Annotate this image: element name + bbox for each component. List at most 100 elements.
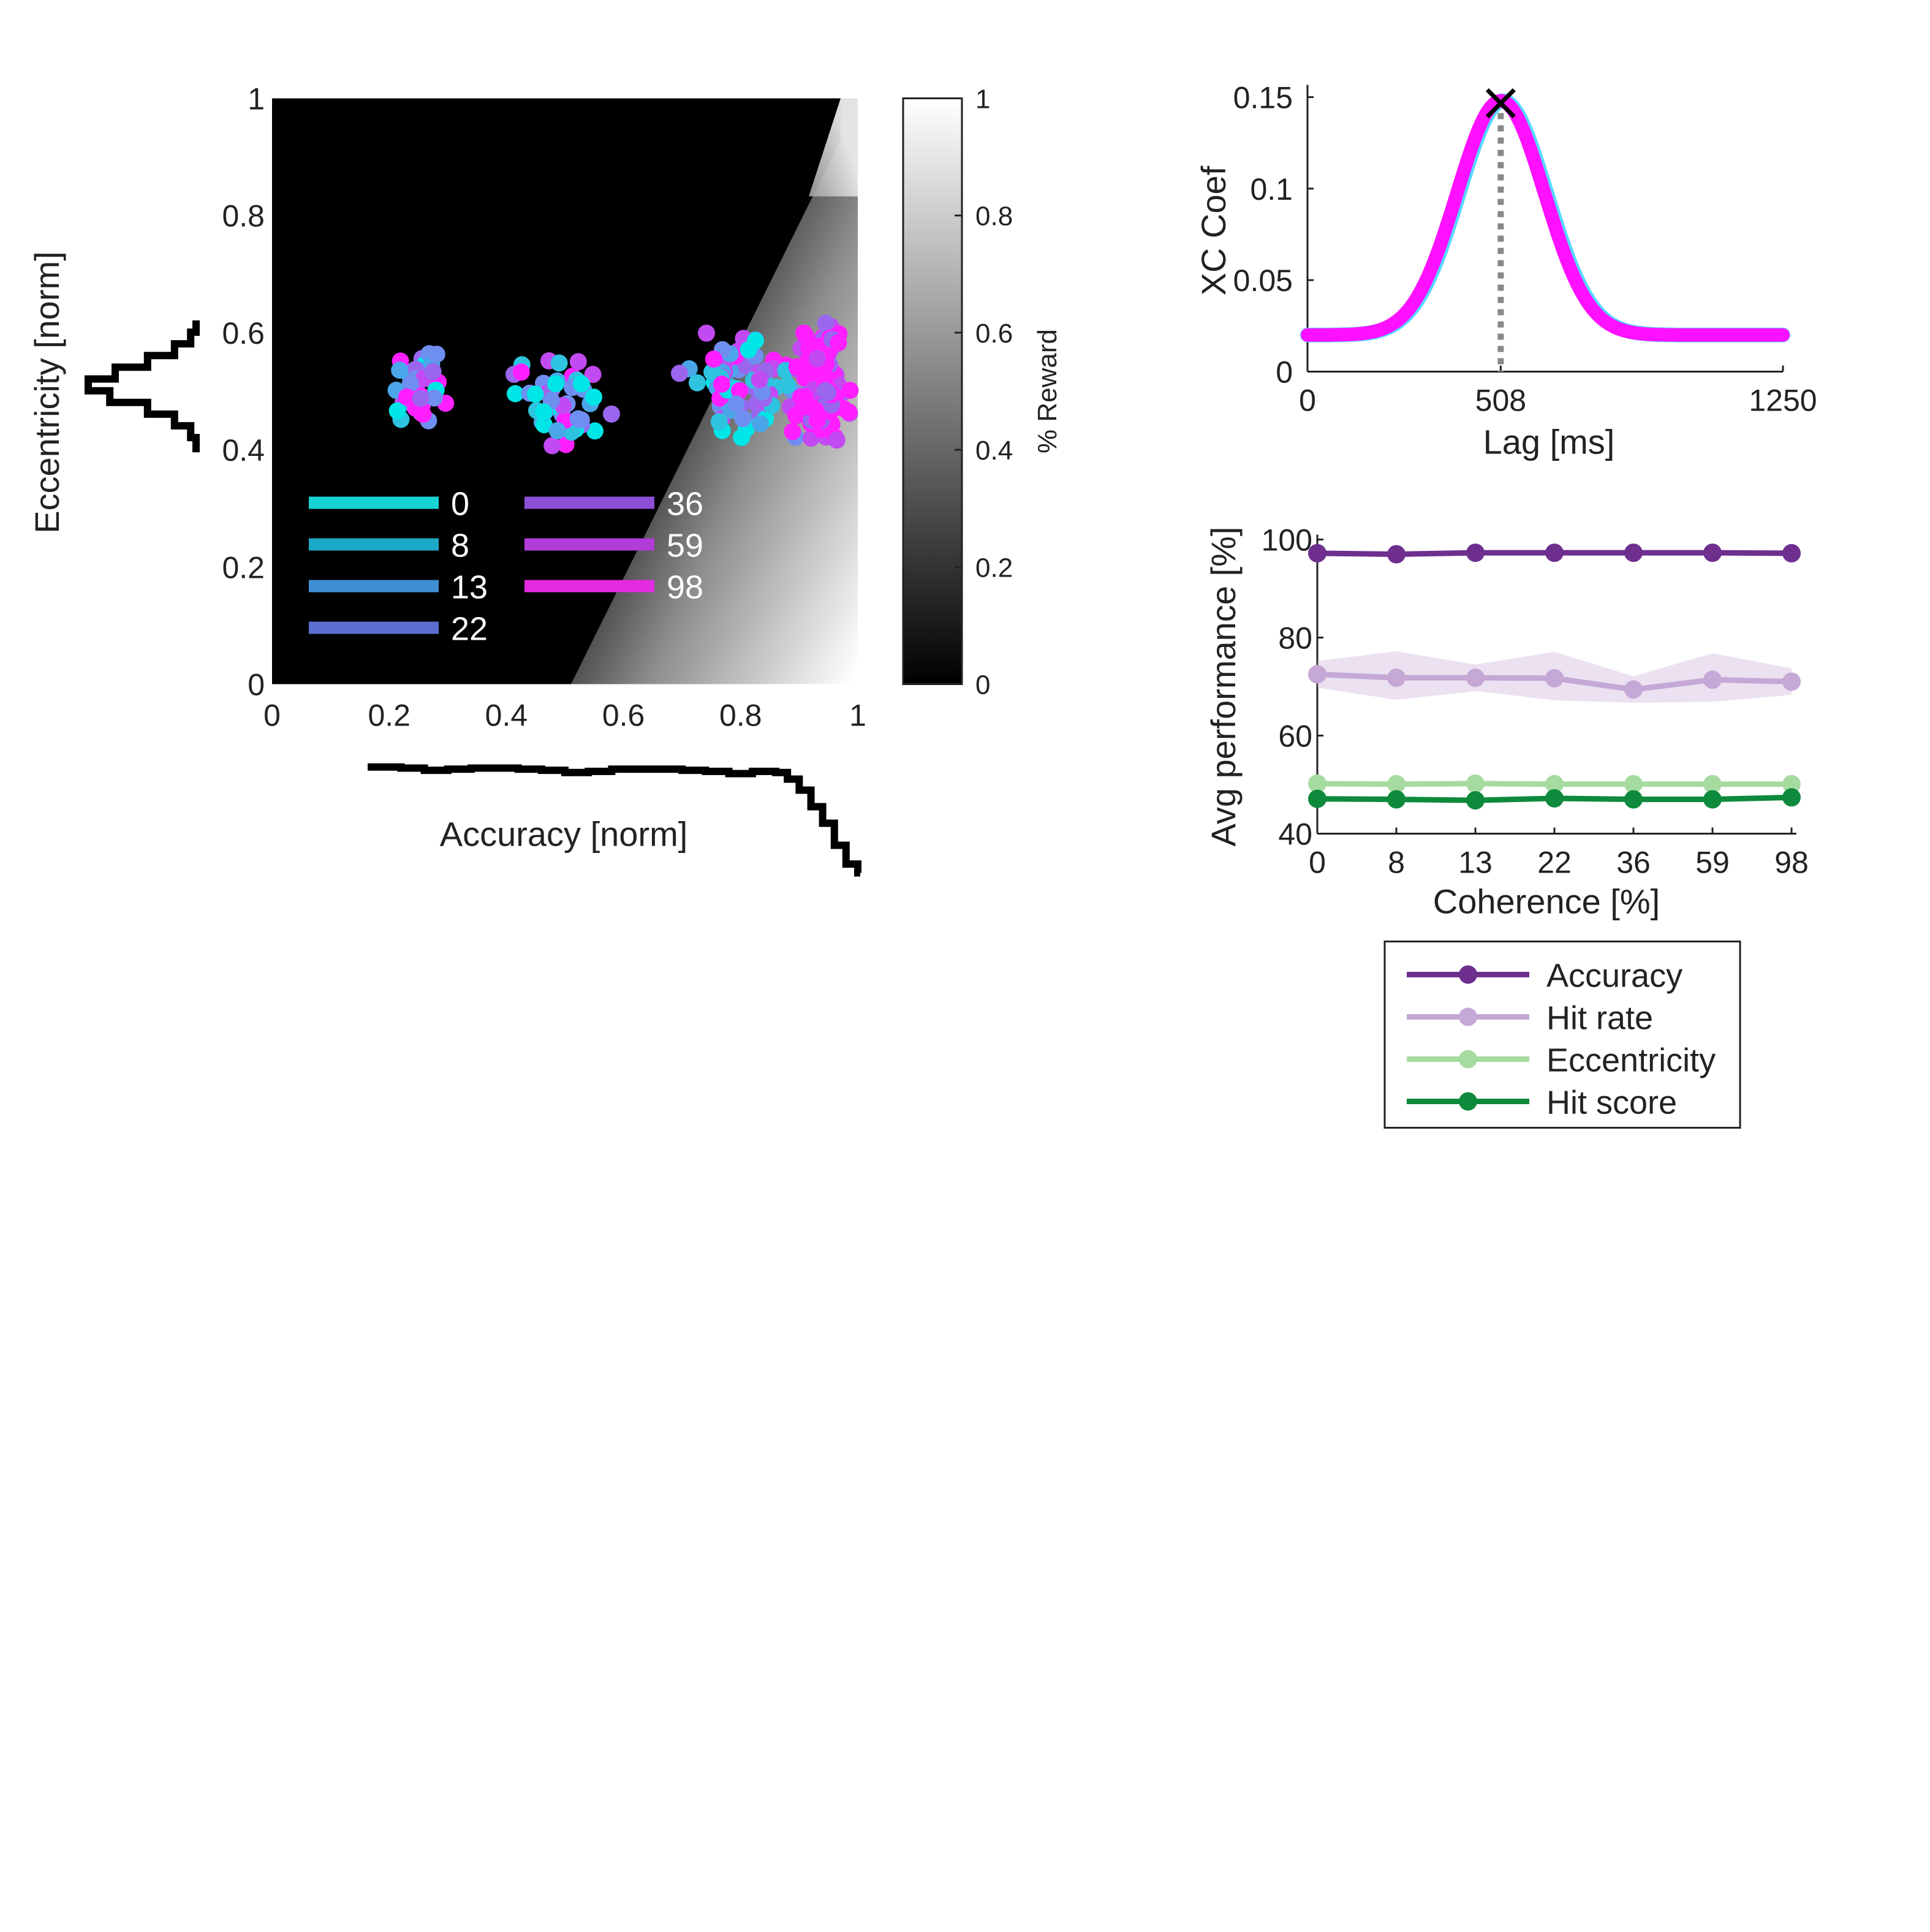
scatter-point [689,374,706,392]
scatter-legend-label: 0 [451,486,469,523]
scatter-point [779,377,797,395]
scatter-point [808,412,826,430]
performance-marker [1466,669,1485,688]
performance-x-tick-label: 98 [1774,846,1809,880]
performance-marker [1308,789,1326,808]
marginal-x-histogram [368,763,861,877]
scatter-y-tick-label: 0.6 [222,316,265,350]
scatter-y-tick-label: 0 [248,668,265,702]
scatter-point [796,388,814,406]
performance-legend-marker [1459,1007,1477,1026]
xc-x-label: Lag [ms] [1483,423,1615,461]
performance-marker [1782,775,1801,794]
colorbar-gradient [902,97,963,685]
performance-marker [1624,775,1643,794]
performance-legend-items: Accuracy Hit rate Eccentricity Hit score [1407,958,1716,1121]
scatter-point [424,363,442,381]
colorbar-tick-label: 0.4 [975,436,1013,466]
performance-legend-label: Eccentricity [1546,1042,1716,1079]
performance-marker [1387,775,1406,794]
performance-legend-marker [1459,965,1477,984]
xc-y-tick-label: 0.1 [1250,172,1293,206]
performance-marker [1703,670,1722,689]
scatter-panel: 0 0.2 0.4 0.6 0.8 1 0 0.2 0.4 0.6 0.8 1 Accuracy [… [28,82,1062,877]
scatter-point [752,415,769,433]
performance-marker [1387,790,1406,809]
performance-x-tick-label: 8 [1388,846,1405,880]
xc-x-tick-label: 508 [1475,384,1526,418]
scatter-x-ticks: 0 0.2 0.4 0.6 0.8 1 [263,699,866,733]
scatter-point [391,362,409,379]
scatter-point [747,332,764,350]
scatter-point [727,395,745,413]
scatter-point [535,403,553,421]
performance-marker [1545,669,1564,688]
scatter-legend-label: 8 [451,528,469,564]
performance-marker [1782,544,1801,563]
scatter-point [603,405,620,423]
performance-legend-label: Accuracy [1546,958,1682,994]
scatter-legend-label: 98 [667,569,703,606]
scatter-x-tick-label: 0.2 [368,699,411,733]
scatter-point [733,428,751,446]
performance-x-tick-label: 36 [1616,846,1651,880]
scatter-point [710,413,728,431]
scatter-point [830,334,847,352]
performance-x-label: Coherence [%] [1433,882,1660,921]
scatter-point [817,314,834,332]
colorbar-tick-label: 0.2 [975,553,1013,583]
performance-legend-marker [1459,1092,1477,1111]
scatter-points [387,314,859,455]
scatter-point [573,375,590,393]
performance-marker [1387,545,1406,564]
scatter-y-tick-label: 0.2 [222,550,265,585]
colorbar-tick-label: 1 [975,85,990,115]
scatter-x-tick-label: 0.6 [602,699,645,733]
scatter-point [705,350,722,368]
colorbar: 0 0.2 0.4 0.6 0.8 1 % Reward [902,85,1062,700]
performance-y-tick-label: 100 [1262,523,1312,558]
scatter-x-tick-label: 0.4 [485,699,528,733]
scatter-point [526,385,544,403]
scatter-point [586,422,604,440]
scatter-point [787,407,804,425]
scatter-point [585,388,602,406]
performance-marker [1387,669,1406,688]
performance-marker [1624,790,1643,809]
reward-region [571,98,858,684]
scatter-point [840,403,858,421]
scatter-point [569,353,587,371]
scatter-point [784,423,801,441]
scatter-point [734,410,752,428]
scatter-point [731,382,748,400]
performance-marker [1466,774,1485,793]
colorbar-tick-label: 0.6 [975,319,1013,349]
scatter-legend-label: 13 [451,569,488,606]
performance-marker [1703,544,1722,563]
xc-y-label: XC Coef [1194,165,1233,295]
performance-panel: 0 8 13 22 36 59 98 40 60 80 100 Coherence [%] Avg … [1204,523,1809,1129]
scatter-x-label: Accuracy [norm] [440,815,688,854]
scatter-legend-label: 59 [667,528,703,564]
performance-y-tick-label: 40 [1278,817,1312,852]
xc-peak-marker [1485,88,1516,118]
performance-marker [1545,775,1564,794]
scatter-point [550,354,568,372]
xc-x-tick-label: 1250 [1749,384,1817,418]
performance-marker [1782,672,1801,691]
scatter-point [572,411,590,429]
performance-marker [1308,544,1326,563]
scatter-y-tick-label: 1 [248,82,265,116]
scatter-point [584,366,602,384]
xc-panel: 0 508 1250 0 0.05 0.1 0.15 Lag [ms] XC Coef [1194,81,1817,461]
scatter-point [797,327,815,345]
scatter-x-tick-label: 0 [263,699,281,733]
scatter-x-tick-label: 1 [849,699,866,733]
scatter-point [388,402,406,420]
performance-marker [1308,774,1326,793]
marginal-y-histogram [85,320,200,453]
scatter-point [535,416,553,434]
scatter-point [816,367,834,385]
scatter-point [751,371,768,388]
performance-marker [1308,665,1326,684]
